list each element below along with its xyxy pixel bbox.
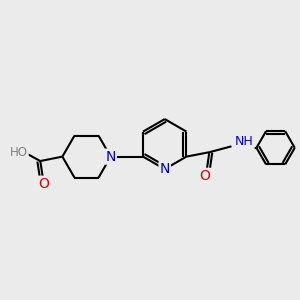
Text: NH: NH: [235, 135, 254, 148]
Text: N: N: [160, 162, 170, 176]
Text: HO: HO: [10, 146, 28, 159]
Text: N: N: [106, 150, 116, 164]
Text: O: O: [38, 177, 49, 191]
Text: O: O: [200, 169, 210, 183]
